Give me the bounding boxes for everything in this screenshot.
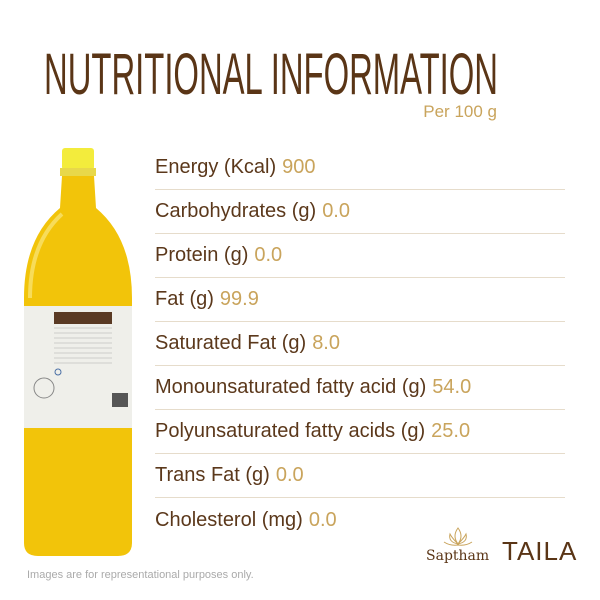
per-100g-label: Per 100 g (423, 102, 497, 121)
brand-saptham: Saptham (426, 548, 490, 564)
nutrient-row-trans-fat: Trans Fat (g) 0.0 (155, 454, 565, 498)
nutrient-value: 0.0 (322, 200, 350, 222)
nutrient-label: Saturated Fat (g) (155, 332, 307, 354)
nutrient-label: Carbohydrates (g) (155, 200, 317, 222)
nutrient-label: Trans Fat (g) (155, 464, 270, 486)
nutrient-row-energy: Energy (Kcal) 900 (155, 146, 565, 190)
nutrient-value: 0.0 (254, 244, 283, 266)
nutrient-row-polyunsaturated: Polyunsaturated fatty acids (g) 25.0 (155, 410, 565, 454)
nutrition-list: Energy (Kcal) 900 Carbohydrates (g) 0.0 Pr… (155, 146, 565, 542)
nutrient-label: Protein (g) (155, 244, 249, 266)
nutrient-row-protein: Protein (g) 0.0 (155, 234, 565, 278)
lotus-icon (443, 527, 473, 546)
brand-taila: TAILA (502, 536, 578, 566)
nutrient-row-saturated-fat: Saturated Fat (g) 8.0 (155, 322, 565, 366)
page-title: NUTRITIONAL INFORMATION (44, 42, 498, 100)
nutrient-value: 54.0 (432, 376, 472, 398)
nutrient-row-monounsaturated: Monounsaturated fatty acid (g) 54.0 (155, 366, 565, 410)
nutrient-value: 99.9 (219, 288, 259, 310)
nutrient-value: 0.0 (275, 464, 304, 486)
oil-bottle-image (24, 148, 132, 556)
nutrient-label: Fat (g) (155, 288, 214, 310)
nutrient-value: 8.0 (312, 332, 340, 354)
nutrient-label: Monounsaturated fatty acid (g) (155, 376, 427, 398)
disclaimer-text: Images are for representational purposes… (27, 569, 254, 581)
brand-logo: Saptham TAILA (420, 526, 590, 568)
nutrient-label: Energy (Kcal) (155, 156, 277, 178)
nutrient-row-fat: Fat (g) 99.9 (155, 278, 565, 322)
page-title-wrapper: NUTRITIONAL INFORMATION (44, 42, 498, 100)
nutrient-value: 25.0 (431, 420, 471, 442)
nutrient-row-carbohydrates: Carbohydrates (g) 0.0 (155, 190, 565, 234)
nutrient-label: Cholesterol (mg) (155, 508, 303, 531)
nutrient-row-cholesterol: Cholesterol (mg) 0.0 (155, 498, 565, 542)
nutrient-label: Polyunsaturated fatty acids (g) (155, 420, 426, 442)
nutrient-value: 0.0 (308, 508, 337, 531)
nutrient-value: 900 (282, 156, 316, 178)
